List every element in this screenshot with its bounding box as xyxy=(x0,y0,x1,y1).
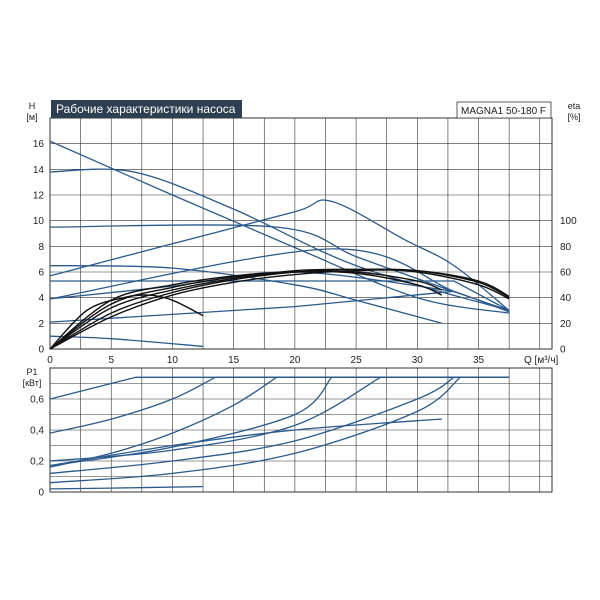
y-tick-label: 14 xyxy=(33,165,45,176)
efficiency-curves xyxy=(49,268,510,350)
y2-axis-label: eta xyxy=(568,101,581,111)
power-chart: 0 0,2 0,4 0,6 P1 [кВт] xyxy=(23,367,553,499)
y-tick-label: 16 xyxy=(33,139,45,150)
power-curve xyxy=(49,376,510,475)
model-label: MAGNA1 50-180 F xyxy=(461,106,546,117)
power-axis-label: P1 xyxy=(26,367,37,377)
y2-tick-label: 100 xyxy=(560,216,577,227)
efficiency-curve xyxy=(49,268,510,350)
power-curve xyxy=(49,376,510,467)
head-curve xyxy=(49,264,442,324)
head-curves xyxy=(49,140,510,348)
efficiency-curve xyxy=(49,269,510,350)
power-axis-unit: [кВт] xyxy=(23,378,42,388)
power-tick-label: 0,2 xyxy=(30,457,44,468)
efficiency-curve xyxy=(49,268,510,350)
y-tick-label: 4 xyxy=(38,293,44,304)
efficiency-curve xyxy=(49,294,204,350)
y-tick-label: 2 xyxy=(38,319,44,330)
power-tick-label: 0,4 xyxy=(30,426,44,437)
power-curve xyxy=(49,418,442,467)
head-chart-grid xyxy=(50,118,552,350)
x-tick-label: 30 xyxy=(412,355,424,366)
y2-tick-label: 20 xyxy=(560,319,572,330)
power-tick-label: 0,6 xyxy=(30,395,44,406)
y-axis-label: H xyxy=(29,101,36,111)
y-tick-label: 6 xyxy=(38,268,44,279)
power-tick-label: 0 xyxy=(38,488,44,499)
model-box xyxy=(456,101,552,119)
x-tick-label: 10 xyxy=(167,355,179,366)
x-tick-label: 5 xyxy=(108,355,114,366)
x-tick-label: 0 xyxy=(47,355,53,366)
head-curve xyxy=(49,335,204,348)
y2-tick-label: 80 xyxy=(560,242,572,253)
x-tick-label: 35 xyxy=(473,355,485,366)
power-curves xyxy=(49,376,510,490)
chart-title-background xyxy=(51,100,242,118)
head-curve xyxy=(49,140,510,314)
power-chart-ticks: 0 0,2 0,4 0,6 xyxy=(30,395,44,499)
head-chart-frame xyxy=(49,117,553,350)
power-curve xyxy=(49,485,204,490)
y-tick-label: 0 xyxy=(38,345,44,356)
head-curve xyxy=(49,199,510,312)
power-curve xyxy=(49,376,510,484)
x-tick-label: 20 xyxy=(289,355,301,366)
y2-tick-label: 0 xyxy=(560,345,566,356)
head-chart-ticks: 0 2 4 6 8 10 12 14 16 0 5 10 15 20 25 30 35 0 20 40 60 80 100 xyxy=(33,139,577,366)
y-axis-unit: [м] xyxy=(26,112,37,122)
y-tick-label: 10 xyxy=(33,216,45,227)
y-tick-label: 12 xyxy=(33,191,45,202)
y-tick-label: 8 xyxy=(38,242,44,253)
y2-tick-label: 60 xyxy=(560,268,572,279)
chart-title: Рабочие характеристики насоса xyxy=(56,102,236,116)
x-tick-label: 15 xyxy=(228,355,240,366)
y2-tick-label: 40 xyxy=(560,293,572,304)
head-curve xyxy=(50,280,510,312)
x-tick-label: 25 xyxy=(351,355,363,366)
y2-axis-unit: [%] xyxy=(567,112,580,122)
power-curve xyxy=(49,376,510,434)
x-axis-label: Q [м³/ч] xyxy=(524,355,559,366)
head-curve xyxy=(49,290,455,323)
efficiency-curve xyxy=(49,270,443,350)
